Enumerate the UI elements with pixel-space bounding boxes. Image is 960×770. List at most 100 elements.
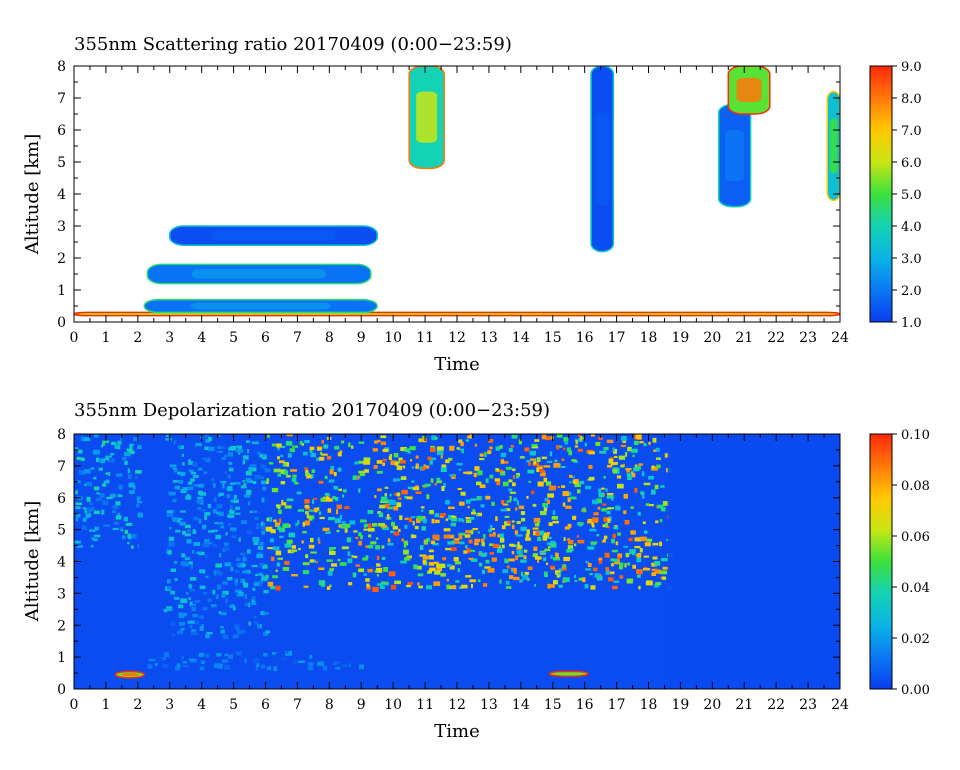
top-x-tick-label: 17 [608,330,626,346]
top-y-tick-label: 2 [57,251,66,267]
bottom-x-tick-label: 13 [480,697,498,713]
top-x-tick-label: 8 [325,330,334,346]
bottom-x-tick-label: 19 [672,697,690,713]
bottom-x-tick-label: 16 [576,697,594,713]
bottom-x-tick-label: 20 [703,697,721,713]
bottom-x-tick-label: 1 [101,697,110,713]
bottom-x-tick-label: 10 [384,697,402,713]
top-colorbar [869,65,893,323]
bottom-x-axis-label: Time [434,721,479,742]
bottom-y-tick-label: 5 [57,523,66,539]
bottom-colorbar [869,433,893,690]
top-y-tick-label: 4 [57,187,66,203]
top-y-tick-label: 0 [57,315,66,331]
top-x-axis-label: Time [434,354,479,375]
bottom-colorbar-tick-label: 0.00 [901,683,930,698]
top-x-tick-label: 14 [512,330,530,346]
bottom-y-tick-label: 2 [57,618,66,634]
top-x-tick-label: 0 [70,330,79,346]
top-feature [826,90,840,202]
top-colorbar-tick-label: 6.0 [901,156,922,171]
top-x-tick-label: 22 [767,330,785,346]
bottom-x-tick-label: 11 [416,697,434,713]
bottom-y-tick-label: 8 [57,427,66,443]
top-colorbar-tick-label: 4.0 [901,220,922,235]
bottom-x-tick-label: 9 [357,697,366,713]
top-colorbar-tick-label: 7.0 [901,124,922,139]
top-colorbar-tick-label: 1.0 [901,316,922,331]
bottom-x-tick-label: 6 [261,697,270,713]
top-x-tick-label: 16 [576,330,594,346]
top-x-tick-label: 5 [229,330,238,346]
top-x-tick-label: 18 [640,330,658,346]
bottom-y-axis-label: Altitude [km] [22,501,43,623]
top-x-tick-label: 6 [261,330,270,346]
top-x-tick-label: 13 [480,330,498,346]
top-x-tick-label: 11 [416,330,434,346]
bottom-colorbar-tick-label: 0.08 [901,479,930,494]
top-x-tick-label: 9 [357,330,366,346]
top-y-tick-label: 1 [57,283,66,299]
top-x-tick-label: 21 [735,330,753,346]
bottom-x-tick-label: 0 [70,697,79,713]
bottom-x-tick-label: 3 [165,697,174,713]
top-x-tick-label: 20 [703,330,721,346]
bottom-feature [265,434,674,592]
top-x-tick-label: 3 [165,330,174,346]
top-feature [590,66,615,253]
bottom-feature [667,434,840,689]
top-y-tick-label: 3 [57,219,66,235]
bottom-x-tick-label: 4 [197,697,206,713]
top-x-tick-label: 15 [544,330,562,346]
top-x-tick-label: 7 [293,330,302,346]
top-x-tick-label: 19 [672,330,690,346]
bottom-feature [74,434,143,549]
top-y-tick-label: 7 [57,91,66,107]
top-y-tick-label: 6 [57,123,66,139]
bottom-y-tick-label: 1 [57,650,66,666]
bottom-x-tick-label: 7 [293,697,302,713]
bottom-colorbar-tick-label: 0.02 [901,632,930,647]
bottom-title: 355nm Depolarization ratio 20170409 (0:0… [74,400,550,421]
top-x-tick-label: 10 [384,330,402,346]
top-y-tick-label: 5 [57,155,66,171]
bottom-x-tick-label: 15 [544,697,562,713]
bottom-feature [548,670,589,677]
top-colorbar-tick-label: 2.0 [901,284,922,299]
bottom-colorbar-tick-label: 0.04 [901,581,930,596]
bottom-x-tick-label: 24 [831,697,849,713]
bottom-x-tick-label: 17 [608,697,626,713]
top-x-tick-label: 23 [799,330,817,346]
top-x-tick-label: 24 [831,330,849,346]
bottom-x-tick-label: 23 [799,697,817,713]
bottom-x-tick-label: 14 [512,697,530,713]
top-feature [143,298,378,314]
top-colorbar-tick-label: 5.0 [901,188,922,203]
bottom-x-tick-label: 12 [448,697,466,713]
top-colorbar-tick-label: 8.0 [901,92,922,107]
top-x-tick-label: 12 [448,330,466,346]
bottom-x-tick-label: 22 [767,697,785,713]
bottom-x-tick-label: 8 [325,697,334,713]
top-colorbar-tick-label: 9.0 [901,60,922,75]
top-x-tick-label: 1 [101,330,110,346]
top-y-axis-label: Altitude [km] [22,134,43,256]
top-x-tick-label: 2 [133,330,142,346]
top-plot-area [74,66,840,322]
bottom-feature [163,434,271,613]
bottom-y-tick-label: 4 [57,555,66,571]
bottom-colorbar-tick-label: 0.10 [901,428,930,443]
top-title: 355nm Scattering ratio 20170409 (0:00−23… [74,34,512,55]
bottom-y-tick-label: 6 [57,491,66,507]
top-y-tick-label: 8 [57,59,66,75]
bottom-y-tick-label: 7 [57,459,66,475]
bottom-y-tick-label: 3 [57,586,66,602]
top-x-tick-label: 4 [197,330,206,346]
top-colorbar-tick-label: 3.0 [901,252,922,267]
top-feature [408,66,445,170]
top-feature [717,103,752,208]
bottom-feature [114,670,145,679]
bottom-x-tick-label: 2 [133,697,142,713]
top-feature [146,263,372,285]
